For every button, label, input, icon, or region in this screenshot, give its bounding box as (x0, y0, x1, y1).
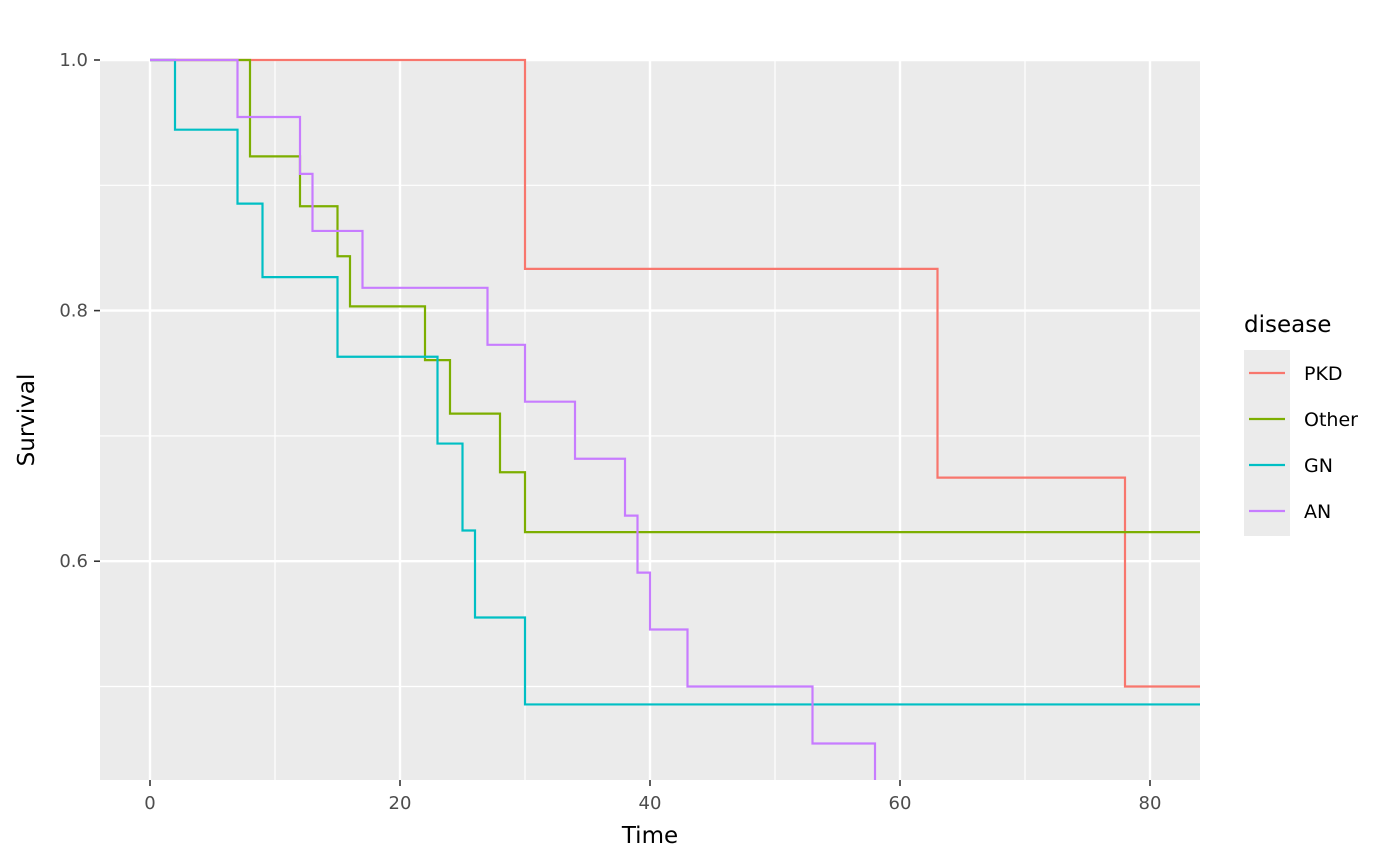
y-axis-ticks: 0.6 0.8 1.0 (59, 50, 100, 572)
series-line-other (150, 58, 1200, 534)
x-axis-ticks: 0 20 40 60 80 (144, 780, 1161, 814)
series-layer (150, 58, 1200, 780)
legend: disease PKD Other GN AN (1244, 312, 1358, 536)
x-tick-label: 40 (639, 793, 662, 814)
y-tick-label: 0.6 (59, 551, 88, 572)
legend-title: disease (1244, 312, 1331, 338)
legend-label-pkd: PKD (1304, 363, 1343, 385)
legend-label-an: AN (1304, 501, 1331, 523)
y-tick-label: 0.8 (59, 301, 88, 322)
x-tick-label: 60 (889, 793, 912, 814)
x-tick-label: 20 (389, 793, 412, 814)
series-line-gn (150, 58, 1200, 706)
y-axis-title: Survival (14, 374, 40, 467)
x-tick-label: 0 (144, 793, 155, 814)
x-axis-title: Time (621, 823, 678, 849)
legend-label-gn: GN (1304, 455, 1333, 477)
series-line-pkd (150, 58, 1200, 688)
series-line-an (150, 58, 877, 780)
y-tick-label: 1.0 (59, 50, 88, 71)
legend-items: PKD Other GN AN (1249, 363, 1358, 523)
x-tick-label: 80 (1139, 793, 1162, 814)
legend-label-other: Other (1304, 409, 1358, 431)
grid-major (100, 58, 1200, 780)
legend-key-background (1244, 350, 1290, 536)
